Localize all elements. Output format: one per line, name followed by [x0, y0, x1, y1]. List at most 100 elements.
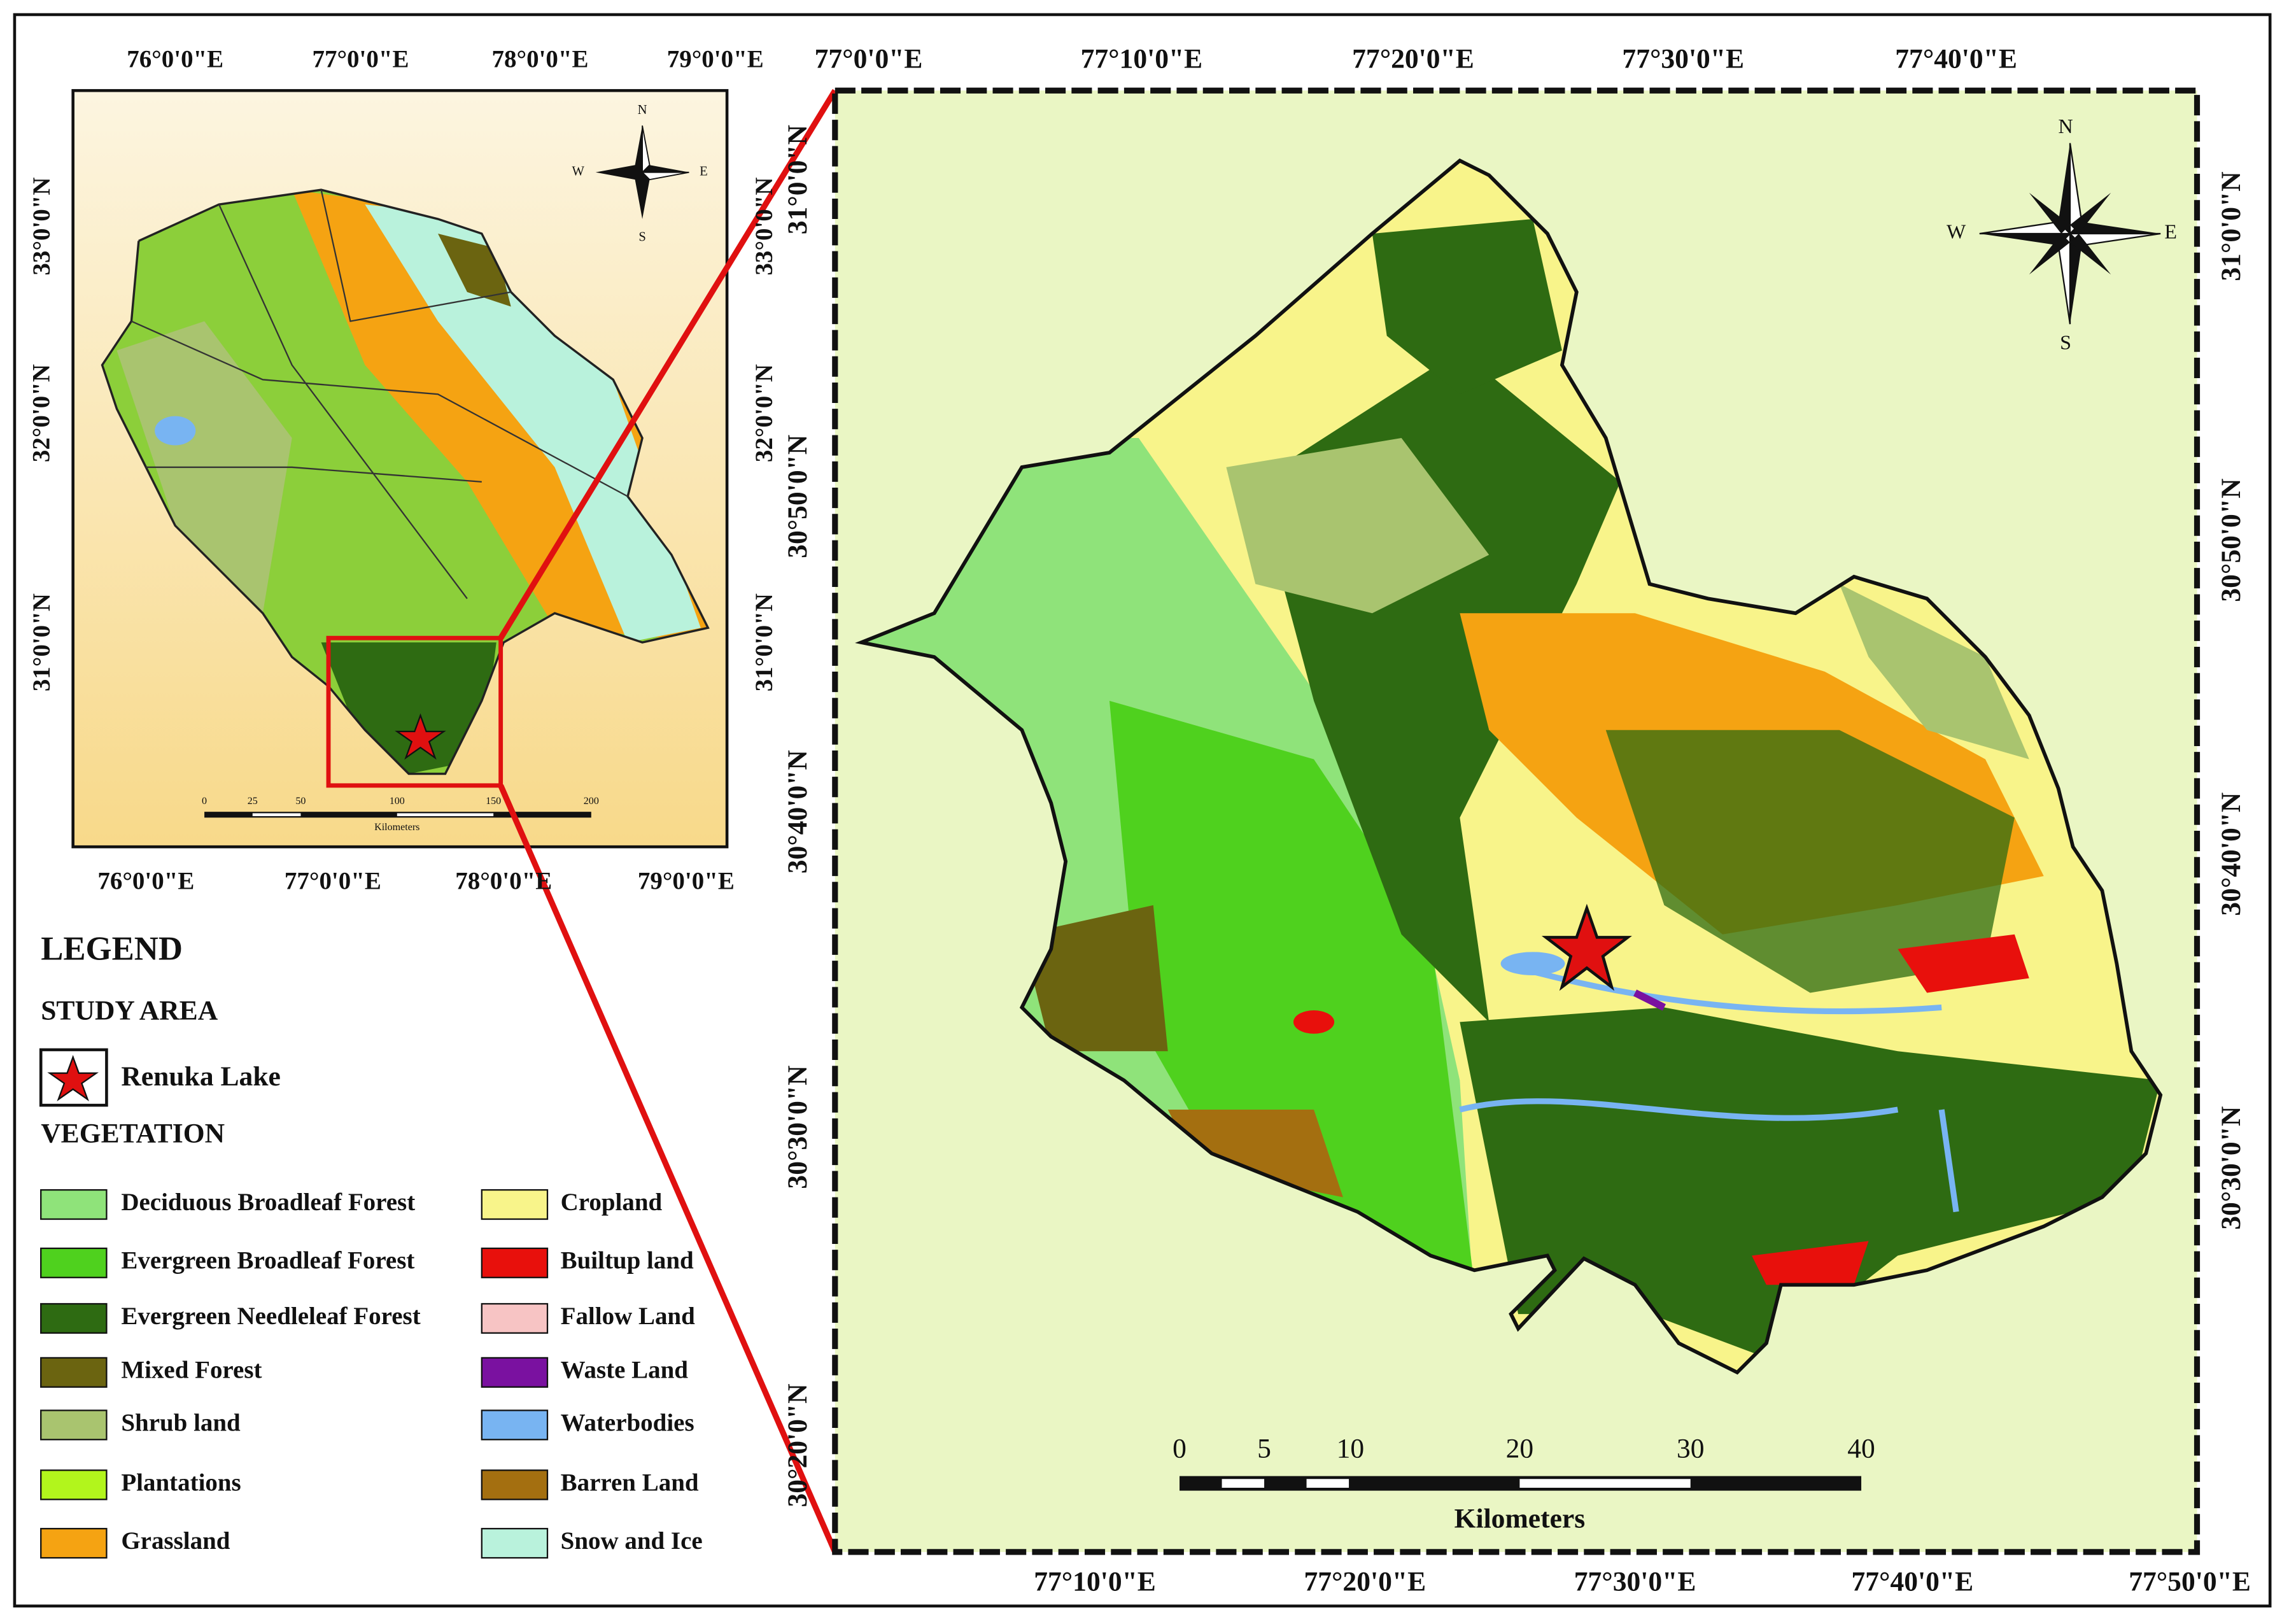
compass-rose: [2029, 233, 2070, 275]
scale-label: 150: [486, 796, 501, 807]
coordinate-label: 31°0'0"N: [28, 593, 55, 691]
land-patch: [1167, 1110, 1343, 1197]
coordinate-label: 79°0'0"E: [638, 867, 735, 894]
legend-swatch: [40, 1189, 108, 1220]
land-patch: [1633, 989, 1666, 1011]
legend-label: Shrub land: [121, 1409, 241, 1436]
legend-heading: VEGETATION: [41, 1118, 225, 1148]
compass-letter: N: [638, 103, 647, 117]
coordinate-label: 77°10'0"E: [1034, 1566, 1156, 1597]
coordinate-label: 33°0'0"N: [28, 177, 55, 275]
legend-swatch: [40, 1303, 108, 1334]
legend-swatch: [481, 1189, 549, 1220]
scale-label: 0: [202, 796, 207, 807]
river: [1459, 961, 1959, 1213]
coordinate-label: 77°0'0"E: [312, 45, 409, 73]
land-patch: [1293, 1010, 1335, 1034]
scale-label: 25: [248, 796, 258, 807]
coordinate-label: 31°0'0"N: [750, 593, 778, 691]
compass-letter: W: [572, 164, 584, 178]
coordinate-label: 77°50'0"E: [2129, 1566, 2251, 1597]
compass-letter: S: [2060, 331, 2071, 354]
legend-label: Deciduous Broadleaf Forest: [121, 1189, 415, 1216]
coordinate-label: 31°0'0"N: [782, 125, 813, 234]
compass-letter: W: [1947, 220, 1966, 243]
legend-label: Renuka Lake: [121, 1061, 281, 1092]
coordinate-label: 79°0'0"E: [667, 45, 764, 73]
legend-label: Waterbodies: [561, 1409, 694, 1436]
scalebar-segment: [397, 813, 494, 817]
legend-swatch: [40, 1247, 108, 1278]
main-compass: [1979, 143, 2161, 325]
legend-swatch: [481, 1528, 549, 1559]
legend-label: Cropland: [561, 1189, 663, 1216]
site-star: [395, 713, 446, 760]
coordinate-label: 33°0'0"N: [750, 177, 778, 275]
district-boundaries: [130, 189, 628, 600]
land-patch: [155, 416, 196, 446]
inset-compass: [595, 125, 689, 220]
scalebar-segment: [252, 813, 301, 817]
compass-rose: [2069, 233, 2111, 275]
legend-label: Waste Land: [561, 1357, 689, 1384]
legend-label: Evergreen Broadleaf Forest: [121, 1247, 414, 1274]
coordinate-label: 30°30'0"N: [2216, 1106, 2246, 1230]
main-scalebar: [1180, 1476, 1862, 1491]
legend-label: Fallow Land: [561, 1303, 695, 1330]
land-patch: [1109, 700, 1475, 1285]
scale-label: 5: [1257, 1434, 1271, 1464]
land-patch: [1022, 905, 1168, 1052]
coordinate-label: 77°20'0"E: [1352, 43, 1474, 74]
legend-label: Snow and Ice: [561, 1527, 703, 1555]
compass-letter: E: [2164, 220, 2177, 243]
land-patch: [365, 204, 701, 643]
land-patch: [1460, 1007, 2161, 1358]
coordinate-label: 77°30'0"E: [1574, 1566, 1696, 1597]
legend-label: Plantations: [121, 1469, 241, 1496]
coordinate-label: 78°0'0"E: [455, 867, 552, 894]
coordinate-label: 30°20'0"N: [782, 1383, 813, 1507]
coordinate-label: 30°40'0"N: [2216, 793, 2246, 916]
scale-label: 200: [584, 796, 599, 807]
land-patch: [1752, 1241, 1869, 1285]
legend-swatch: [481, 1303, 549, 1334]
site-star: [1541, 903, 1632, 991]
legend-label: Builtup land: [561, 1247, 694, 1274]
lake: [1500, 952, 1565, 976]
scale-label: 50: [295, 796, 306, 807]
coordinate-label: 77°0'0"E: [285, 867, 381, 894]
scale-unit: Kilometers: [1454, 1504, 1586, 1534]
land-patch: [1372, 219, 1562, 395]
scale-label: 100: [390, 796, 405, 807]
land-patch: [1898, 934, 2029, 993]
coordinate-label: 77°0'0"E: [815, 43, 923, 74]
legend-title: LEGEND: [41, 930, 183, 967]
legend-swatch: [481, 1409, 549, 1441]
legend-swatch: [481, 1469, 549, 1500]
compass-letter: S: [638, 230, 645, 244]
compass-letter: E: [700, 164, 708, 178]
coordinate-label: 30°50'0"N: [782, 435, 813, 558]
scale-label: 40: [1847, 1434, 1875, 1464]
compass-rose: [2029, 192, 2070, 234]
coordinate-label: 30°40'0"N: [782, 750, 813, 873]
scale-unit: Kilometers: [374, 822, 419, 833]
coordinate-label: 32°0'0"N: [28, 364, 55, 462]
legend-swatch: [481, 1357, 549, 1388]
legend-swatch: [481, 1247, 549, 1278]
compass-letter: N: [2059, 115, 2073, 138]
coordinate-label: 32°0'0"N: [750, 364, 778, 462]
coordinate-label: 77°40'0"E: [1851, 1566, 1973, 1597]
coordinate-label: 78°0'0"E: [492, 45, 589, 73]
land-patch: [1605, 730, 2015, 993]
compass-rose: [640, 171, 689, 181]
legend-swatch: [40, 1528, 108, 1559]
legend-heading: STUDY AREA: [41, 996, 218, 1026]
legend-swatch: [40, 1469, 108, 1500]
coordinate-label: 30°50'0"N: [2216, 479, 2246, 602]
outer-border: [13, 13, 2272, 1608]
legend-label: Grassland: [121, 1527, 230, 1555]
coordinate-label: 76°0'0"E: [127, 45, 223, 73]
